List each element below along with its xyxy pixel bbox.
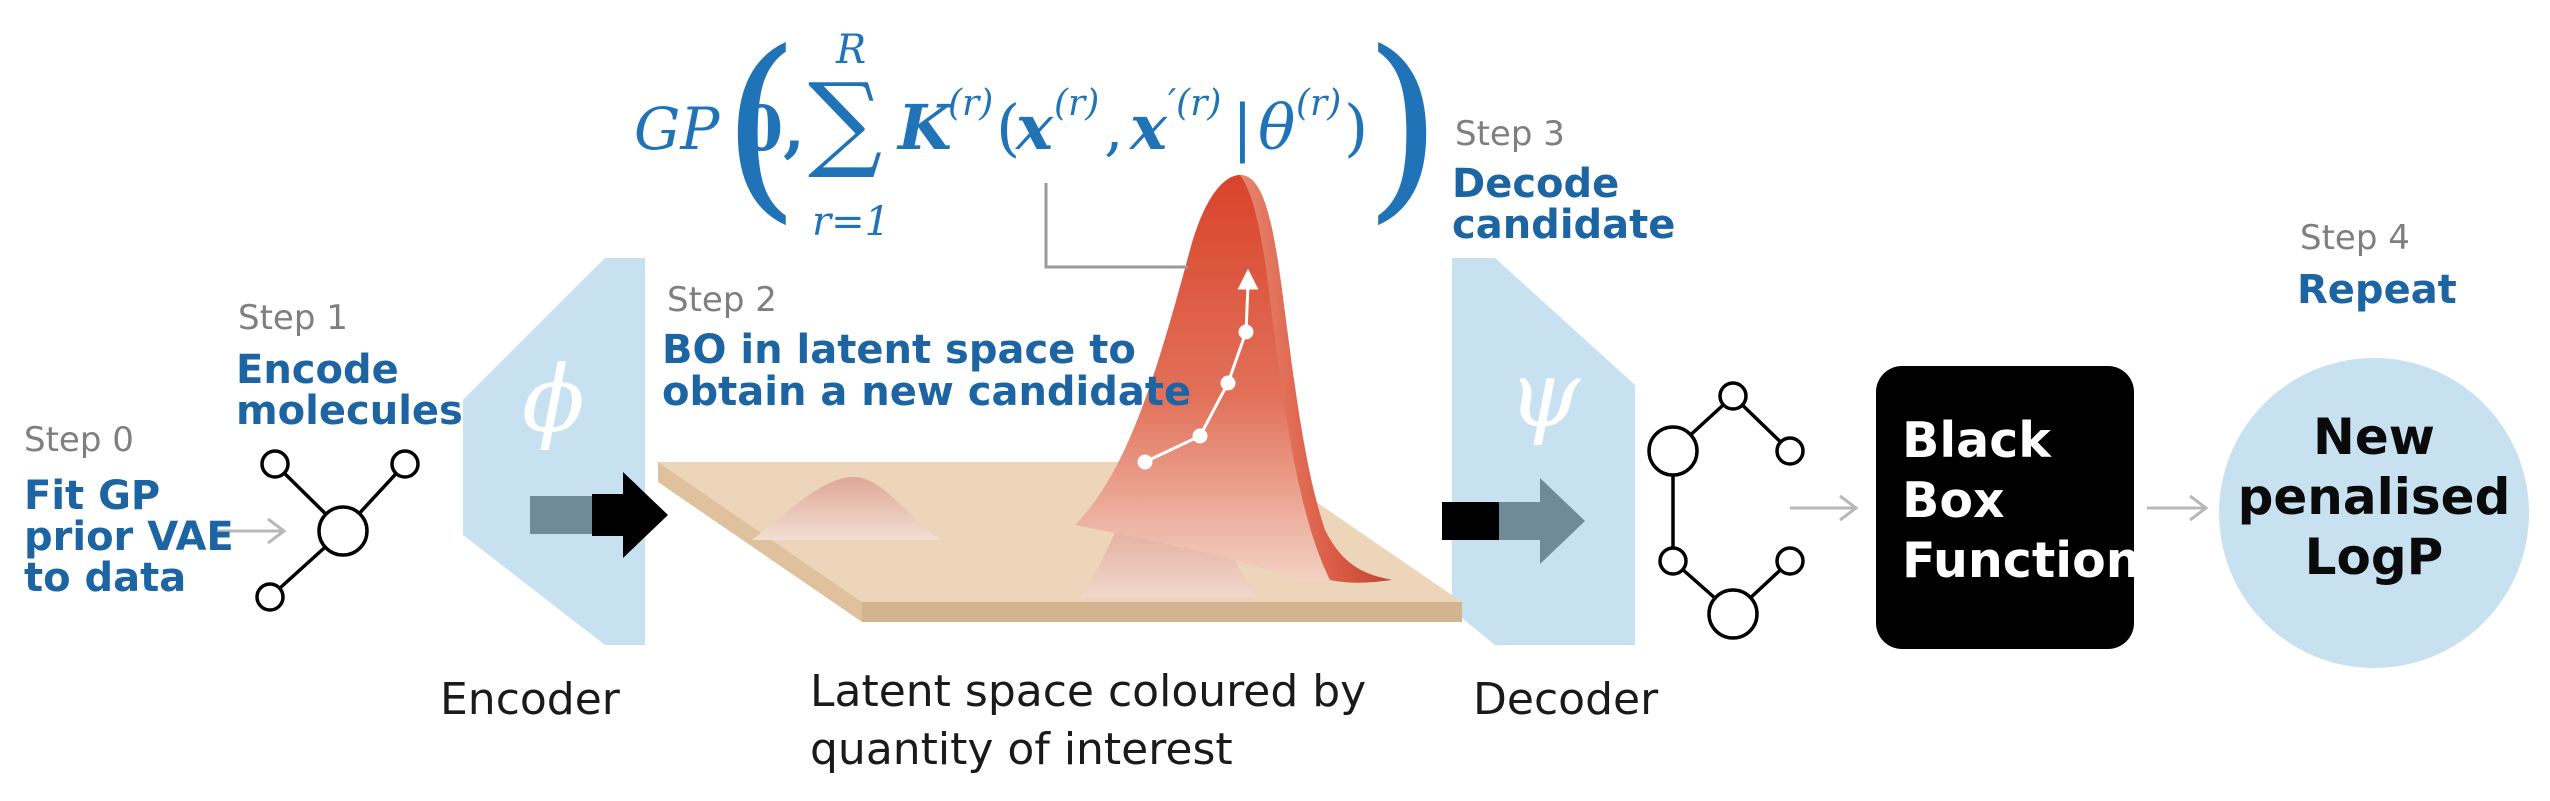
formula-pointer xyxy=(1044,183,1188,269)
step0-desc-line2: prior VAE xyxy=(24,514,234,560)
formula-zero: 0, xyxy=(740,92,805,165)
black-box-line1: Black xyxy=(1902,412,2051,469)
black-box-line2: Box xyxy=(1902,472,2005,529)
step0-label: Step 0 xyxy=(24,420,134,460)
step4-label: Step 4 xyxy=(2300,218,2410,258)
latent-caption-line1: Latent space coloured by xyxy=(810,666,1367,717)
formula-gp: GP xyxy=(634,95,720,163)
formula-sum-upper: R xyxy=(836,27,867,73)
decoder-arrow xyxy=(1442,478,1585,564)
black-box xyxy=(1876,366,2134,649)
flow-arrow-step0 xyxy=(218,517,287,545)
step2-desc-line1: BO in latent space to xyxy=(662,327,1136,373)
formula-close-paren: ) xyxy=(1344,91,1369,164)
formula-theta-sup: (r) xyxy=(1296,83,1342,124)
step1-desc-line2: molecules xyxy=(236,388,463,434)
formula-bar: | xyxy=(1232,91,1253,164)
decoder-caption: Decoder xyxy=(1473,674,1659,725)
formula-kernel: K xyxy=(898,91,952,164)
encoder-phi-symbol: ϕ xyxy=(522,346,585,453)
encoder-trapezoid xyxy=(463,258,645,645)
result-line2: penalised xyxy=(2237,468,2511,526)
encoder-arrow xyxy=(530,472,668,558)
formula-kernel-sup: (r) xyxy=(948,83,994,124)
formula-open-paren: ( xyxy=(996,91,1021,164)
step0-desc-line3: to data xyxy=(24,555,187,601)
latent-surface xyxy=(658,462,1462,622)
step0-desc-line1: Fit GP xyxy=(24,473,161,519)
step3-desc-line1: Decode xyxy=(1452,161,1620,207)
decoder-trapezoid xyxy=(1452,258,1635,645)
formula-x-prime-sup: ′(r) xyxy=(1168,83,1222,124)
step3-label: Step 3 xyxy=(1455,114,1565,154)
step2-desc-line2: obtain a new candidate xyxy=(662,369,1192,415)
step1-label: Step 1 xyxy=(238,298,348,338)
step4-desc-line1: Repeat xyxy=(2297,267,2457,313)
molecule-step1 xyxy=(255,449,420,612)
gp-peak-side xyxy=(1240,175,1392,583)
flow-arrow-blackbox-result xyxy=(2147,494,2209,522)
formula-comma: , xyxy=(1104,91,1124,164)
small-mound xyxy=(752,476,942,540)
flow-arrow-decoder-blackbox xyxy=(1790,494,1859,522)
formula-left-paren: ( xyxy=(722,9,801,242)
result-line3: LogP xyxy=(2304,528,2444,586)
decoder-psi-symbol: ψ xyxy=(1508,341,1581,448)
formula-x-sup: (r) xyxy=(1054,83,1100,124)
step2-label: Step 2 xyxy=(667,280,777,320)
step3-desc-line2: candidate xyxy=(1452,202,1676,248)
formula-x-prime: x xyxy=(1130,91,1167,164)
formula-x: x xyxy=(1016,91,1053,164)
result-line1: New xyxy=(2313,408,2435,466)
formula-theta: θ xyxy=(1258,91,1296,164)
latent-caption-line2: quantity of interest xyxy=(810,724,1233,775)
encoder-caption: Encoder xyxy=(440,674,620,725)
molecule-step3 xyxy=(1647,381,1805,640)
result-circle xyxy=(2219,358,2529,668)
formula-sum-lower: r=1 xyxy=(812,199,891,245)
formula-sum-symbol: ∑ xyxy=(808,60,883,182)
black-box-line3: Function xyxy=(1902,532,2141,589)
step1-desc-line1: Encode xyxy=(236,347,399,393)
bo-path xyxy=(1137,268,1259,470)
formula-right-paren: ) xyxy=(1364,9,1443,242)
